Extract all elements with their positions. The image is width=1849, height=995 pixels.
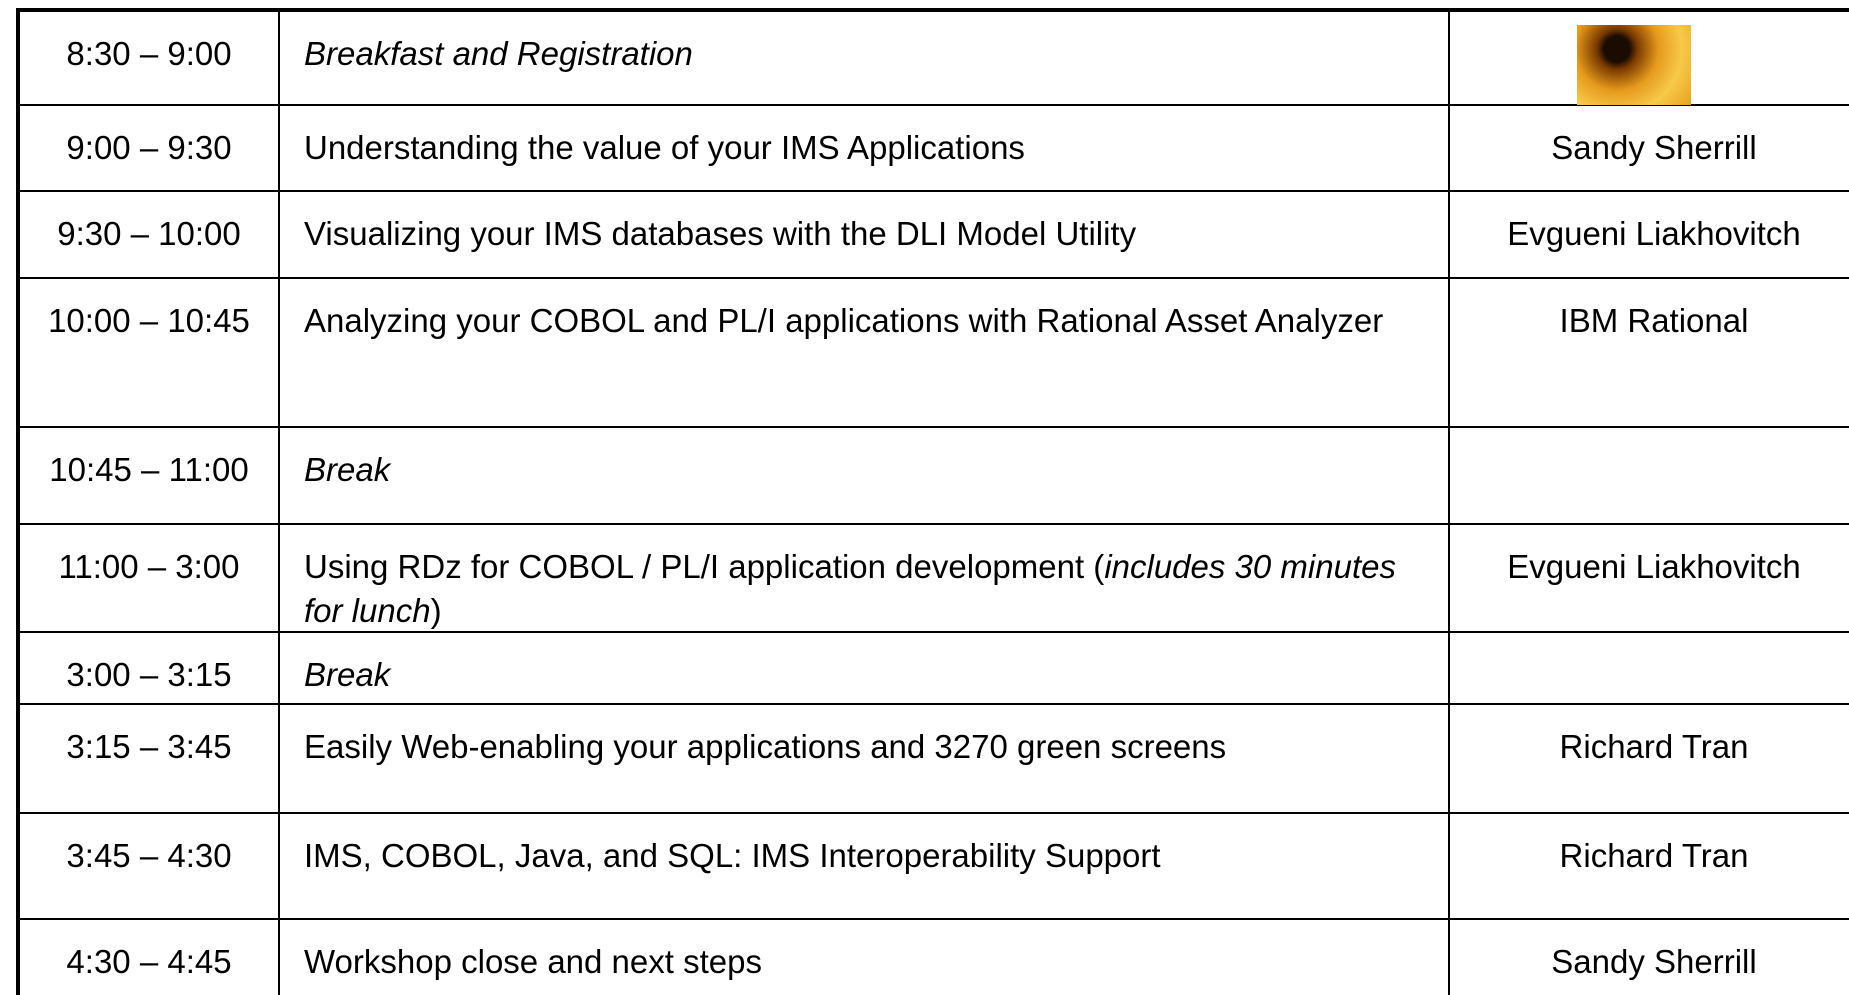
speaker-cell: Richard Tran — [1450, 814, 1849, 920]
speaker-cell: Evgueni Liakhovitch — [1450, 525, 1849, 633]
session-text: Break — [304, 656, 391, 693]
session-cell: Using RDz for COBOL / PL/I application d… — [280, 525, 1450, 633]
time-cell: 4:30 – 4:45 — [16, 920, 280, 995]
session-text: Visualizing your IMS databases with the … — [304, 215, 1137, 252]
speaker-cell: Richard Tran — [1450, 705, 1849, 814]
session-cell: Workshop close and next steps — [280, 920, 1450, 995]
session-cell: Easily Web-enabling your applications an… — [280, 705, 1450, 814]
speaker-cell — [1450, 8, 1849, 106]
speaker-cell — [1450, 633, 1849, 705]
time-cell: 11:00 – 3:00 — [16, 525, 280, 633]
time-cell: 9:00 – 9:30 — [16, 106, 280, 192]
session-text: Breakfast and Registration — [304, 35, 693, 72]
session-text: Understanding the value of your IMS Appl… — [304, 129, 1025, 166]
session-text: ) — [430, 592, 442, 629]
coffee-image — [1577, 25, 1691, 105]
session-text: Workshop close and next steps — [304, 943, 762, 980]
speaker-cell: Sandy Sherrill — [1450, 106, 1849, 192]
speaker-cell: Sandy Sherrill — [1450, 920, 1849, 995]
time-cell: 9:30 – 10:00 — [16, 192, 280, 279]
time-cell: 3:45 – 4:30 — [16, 814, 280, 920]
time-cell: 10:00 – 10:45 — [16, 279, 280, 428]
time-cell: 10:45 – 11:00 — [16, 428, 280, 525]
session-text: Analyzing your COBOL and PL/I applicatio… — [304, 302, 1384, 339]
time-cell: 3:00 – 3:15 — [16, 633, 280, 705]
session-text: IMS, COBOL, Java, and SQL: IMS Interoper… — [304, 837, 1161, 874]
session-cell: Breakfast and Registration — [280, 8, 1450, 106]
session-cell: Analyzing your COBOL and PL/I applicatio… — [280, 279, 1450, 428]
session-cell: IMS, COBOL, Java, and SQL: IMS Interoper… — [280, 814, 1450, 920]
session-cell: Visualizing your IMS databases with the … — [280, 192, 1450, 279]
time-cell: 3:15 – 3:45 — [16, 705, 280, 814]
session-cell: Understanding the value of your IMS Appl… — [280, 106, 1450, 192]
speaker-cell: IBM Rational — [1450, 279, 1849, 428]
session-cell: Break — [280, 428, 1450, 525]
session-text: Using RDz for COBOL / PL/I application d… — [304, 548, 1105, 585]
session-cell: Break — [280, 633, 1450, 705]
speaker-cell: Evgueni Liakhovitch — [1450, 192, 1849, 279]
session-text: includes 30 minutes for lunch — [304, 548, 1396, 629]
speaker-cell — [1450, 428, 1849, 525]
session-text: Easily Web-enabling your applications an… — [304, 728, 1227, 765]
time-cell: 8:30 – 9:00 — [16, 8, 280, 106]
session-text: Break — [304, 451, 391, 488]
